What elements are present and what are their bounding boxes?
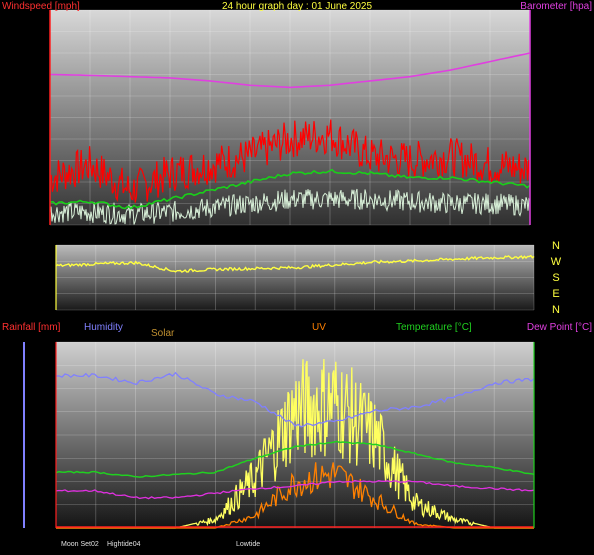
barometer-label: Barometer [hpa] [520, 1, 592, 12]
compass-w: W [551, 256, 562, 268]
hightide-note: Hightide04 [107, 541, 141, 548]
humidity-series [55, 371, 535, 428]
temperature-label: Temperature [°C] [396, 322, 472, 333]
compass-n-top: N [552, 240, 560, 252]
windspeed-label: Windspeed [mph] [2, 1, 80, 12]
low-wind-series [49, 188, 531, 225]
direction-panel-bg [56, 245, 534, 310]
wind-panel-bg [50, 10, 530, 225]
chart-title: 24 hour graph day : 01 June 2025 [222, 1, 373, 12]
solar-label: Solar [151, 328, 175, 339]
humidity-label: Humidity [84, 322, 123, 333]
dewpoint-series [55, 479, 535, 500]
uv-label: UV [312, 322, 326, 333]
compass-n-bottom: N [552, 304, 560, 316]
barometer-series [49, 52, 531, 89]
rainfall-label: Rainfall [mm] [2, 322, 61, 333]
moonset-note: Moon Set02 [61, 541, 99, 548]
wind-direction-series [55, 254, 535, 273]
compass-e: E [552, 288, 559, 300]
compass-s: S [552, 272, 559, 284]
gust-series [49, 119, 531, 203]
avg-wind-series [49, 168, 531, 210]
uv-series [56, 462, 534, 529]
dewpoint-label: Dew Point [°C] [527, 322, 592, 333]
temperature-series [55, 440, 535, 478]
lowtide-note: Lowtide [236, 541, 260, 548]
